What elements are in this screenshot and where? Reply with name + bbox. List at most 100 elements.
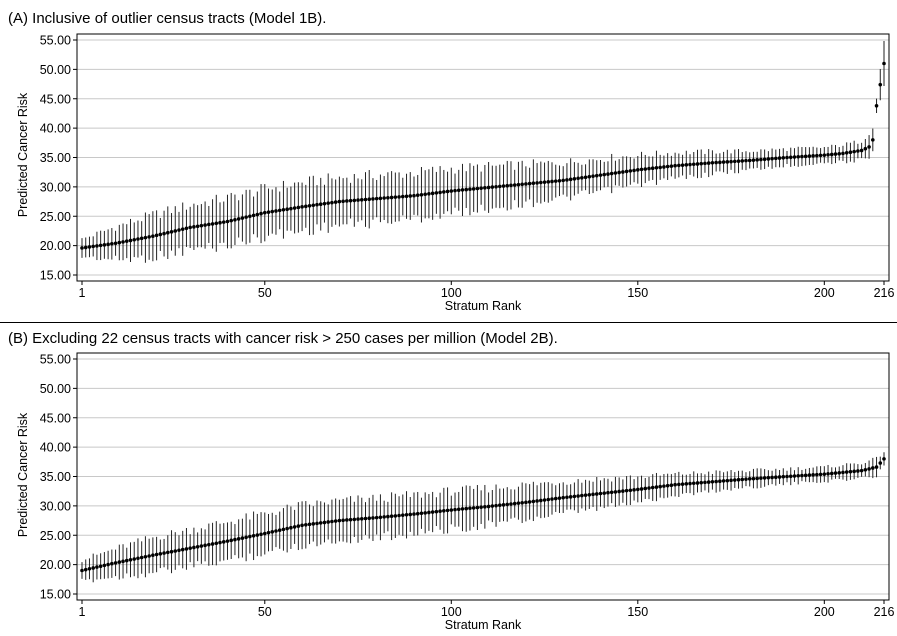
point-estimate	[594, 173, 599, 178]
point-estimate	[520, 500, 524, 505]
point-estimate	[483, 186, 487, 190]
point-estimate	[236, 217, 241, 221]
point-estimate	[192, 545, 196, 550]
point-estimate	[796, 473, 801, 478]
point-estimate	[266, 530, 271, 535]
point-estimate	[762, 157, 767, 162]
point-estimate	[583, 493, 588, 497]
point-estimate	[852, 469, 856, 474]
point-estimate	[539, 498, 543, 503]
point-estimate	[248, 214, 252, 219]
point-estimate	[520, 182, 524, 187]
y-axis-label: Predicted Cancer Risk	[16, 412, 30, 537]
point-estimate	[759, 476, 763, 480]
point-estimate	[419, 192, 424, 197]
point-estimate	[829, 471, 834, 476]
point-estimate	[464, 506, 469, 511]
point-estimate	[587, 492, 592, 497]
point-estimate	[777, 156, 782, 160]
point-estimate	[173, 229, 178, 233]
y-tick-label: 45.00	[40, 411, 71, 425]
point-estimate	[658, 165, 662, 170]
point-estimate	[408, 512, 413, 517]
point-estimate	[479, 505, 483, 509]
point-estimate	[695, 162, 700, 166]
point-estimate	[285, 207, 289, 211]
point-estimate	[192, 225, 196, 229]
point-estimate	[740, 477, 745, 482]
x-axis-label: Stratum Rank	[445, 618, 522, 632]
point-estimate	[371, 516, 375, 520]
point-estimate	[218, 220, 222, 225]
point-estimate	[706, 161, 711, 165]
point-estimate	[274, 529, 278, 533]
point-estimate	[207, 222, 211, 227]
point-estimate	[665, 483, 670, 488]
point-estimate	[677, 163, 681, 168]
point-estimate	[680, 482, 685, 486]
point-estimate	[501, 503, 506, 507]
point-estimate	[83, 245, 88, 250]
point-estimate	[553, 496, 558, 501]
point-estimate	[188, 225, 192, 230]
point-estimate	[662, 484, 666, 488]
point-estimate	[430, 191, 435, 196]
point-estimate	[833, 152, 838, 156]
point-estimate	[471, 506, 476, 510]
point-estimate	[341, 518, 345, 523]
point-estimate	[87, 567, 92, 571]
point-estimate	[106, 242, 110, 247]
point-estimate	[244, 535, 248, 540]
point-estimate	[352, 198, 357, 203]
point-estimate	[393, 514, 398, 518]
point-estimate	[445, 508, 450, 513]
point-estimate	[359, 198, 364, 202]
point-estimate	[207, 542, 211, 547]
x-tick-label: 216	[874, 286, 895, 300]
point-estimate	[818, 472, 823, 477]
point-estimate	[796, 154, 801, 159]
point-estimate	[475, 186, 480, 191]
point-estimate	[744, 477, 748, 481]
point-estimate	[307, 522, 312, 527]
point-estimate	[699, 161, 704, 166]
point-estimate	[524, 500, 528, 505]
point-estimate	[382, 196, 386, 200]
point-estimate	[837, 151, 842, 156]
point-estimate	[259, 532, 263, 537]
point-estimate	[856, 469, 860, 473]
point-estimate	[639, 487, 644, 491]
point-estimate	[572, 177, 577, 181]
point-estimate	[214, 541, 219, 546]
point-estimate	[800, 473, 804, 478]
point-estimate	[330, 200, 334, 205]
point-estimate	[367, 197, 372, 202]
point-estimate	[557, 496, 562, 500]
point-estimate	[647, 486, 651, 490]
point-estimate	[565, 178, 569, 182]
point-estimate	[852, 149, 856, 154]
point-estimate	[606, 172, 610, 176]
point-estimate	[721, 479, 726, 483]
point-estimate	[318, 202, 323, 207]
point-estimate	[233, 537, 237, 542]
point-estimate	[315, 521, 319, 526]
point-estimate	[225, 219, 230, 224]
x-tick-label: 1	[79, 286, 86, 300]
point-estimate	[401, 194, 405, 199]
point-estimate	[341, 199, 345, 204]
point-estimate	[121, 559, 125, 564]
point-estimate	[815, 153, 819, 158]
point-estimate	[333, 200, 338, 204]
point-estimate	[490, 185, 495, 189]
point-estimate	[732, 478, 737, 482]
point-estimate	[195, 224, 200, 229]
point-estimate	[300, 205, 304, 209]
point-estimate	[542, 180, 547, 184]
point-estimate	[218, 540, 222, 545]
point-estimate	[124, 558, 129, 563]
point-estimate	[199, 223, 204, 228]
point-estimate	[438, 509, 442, 514]
point-estimate	[710, 479, 715, 484]
point-estimate	[110, 241, 114, 246]
